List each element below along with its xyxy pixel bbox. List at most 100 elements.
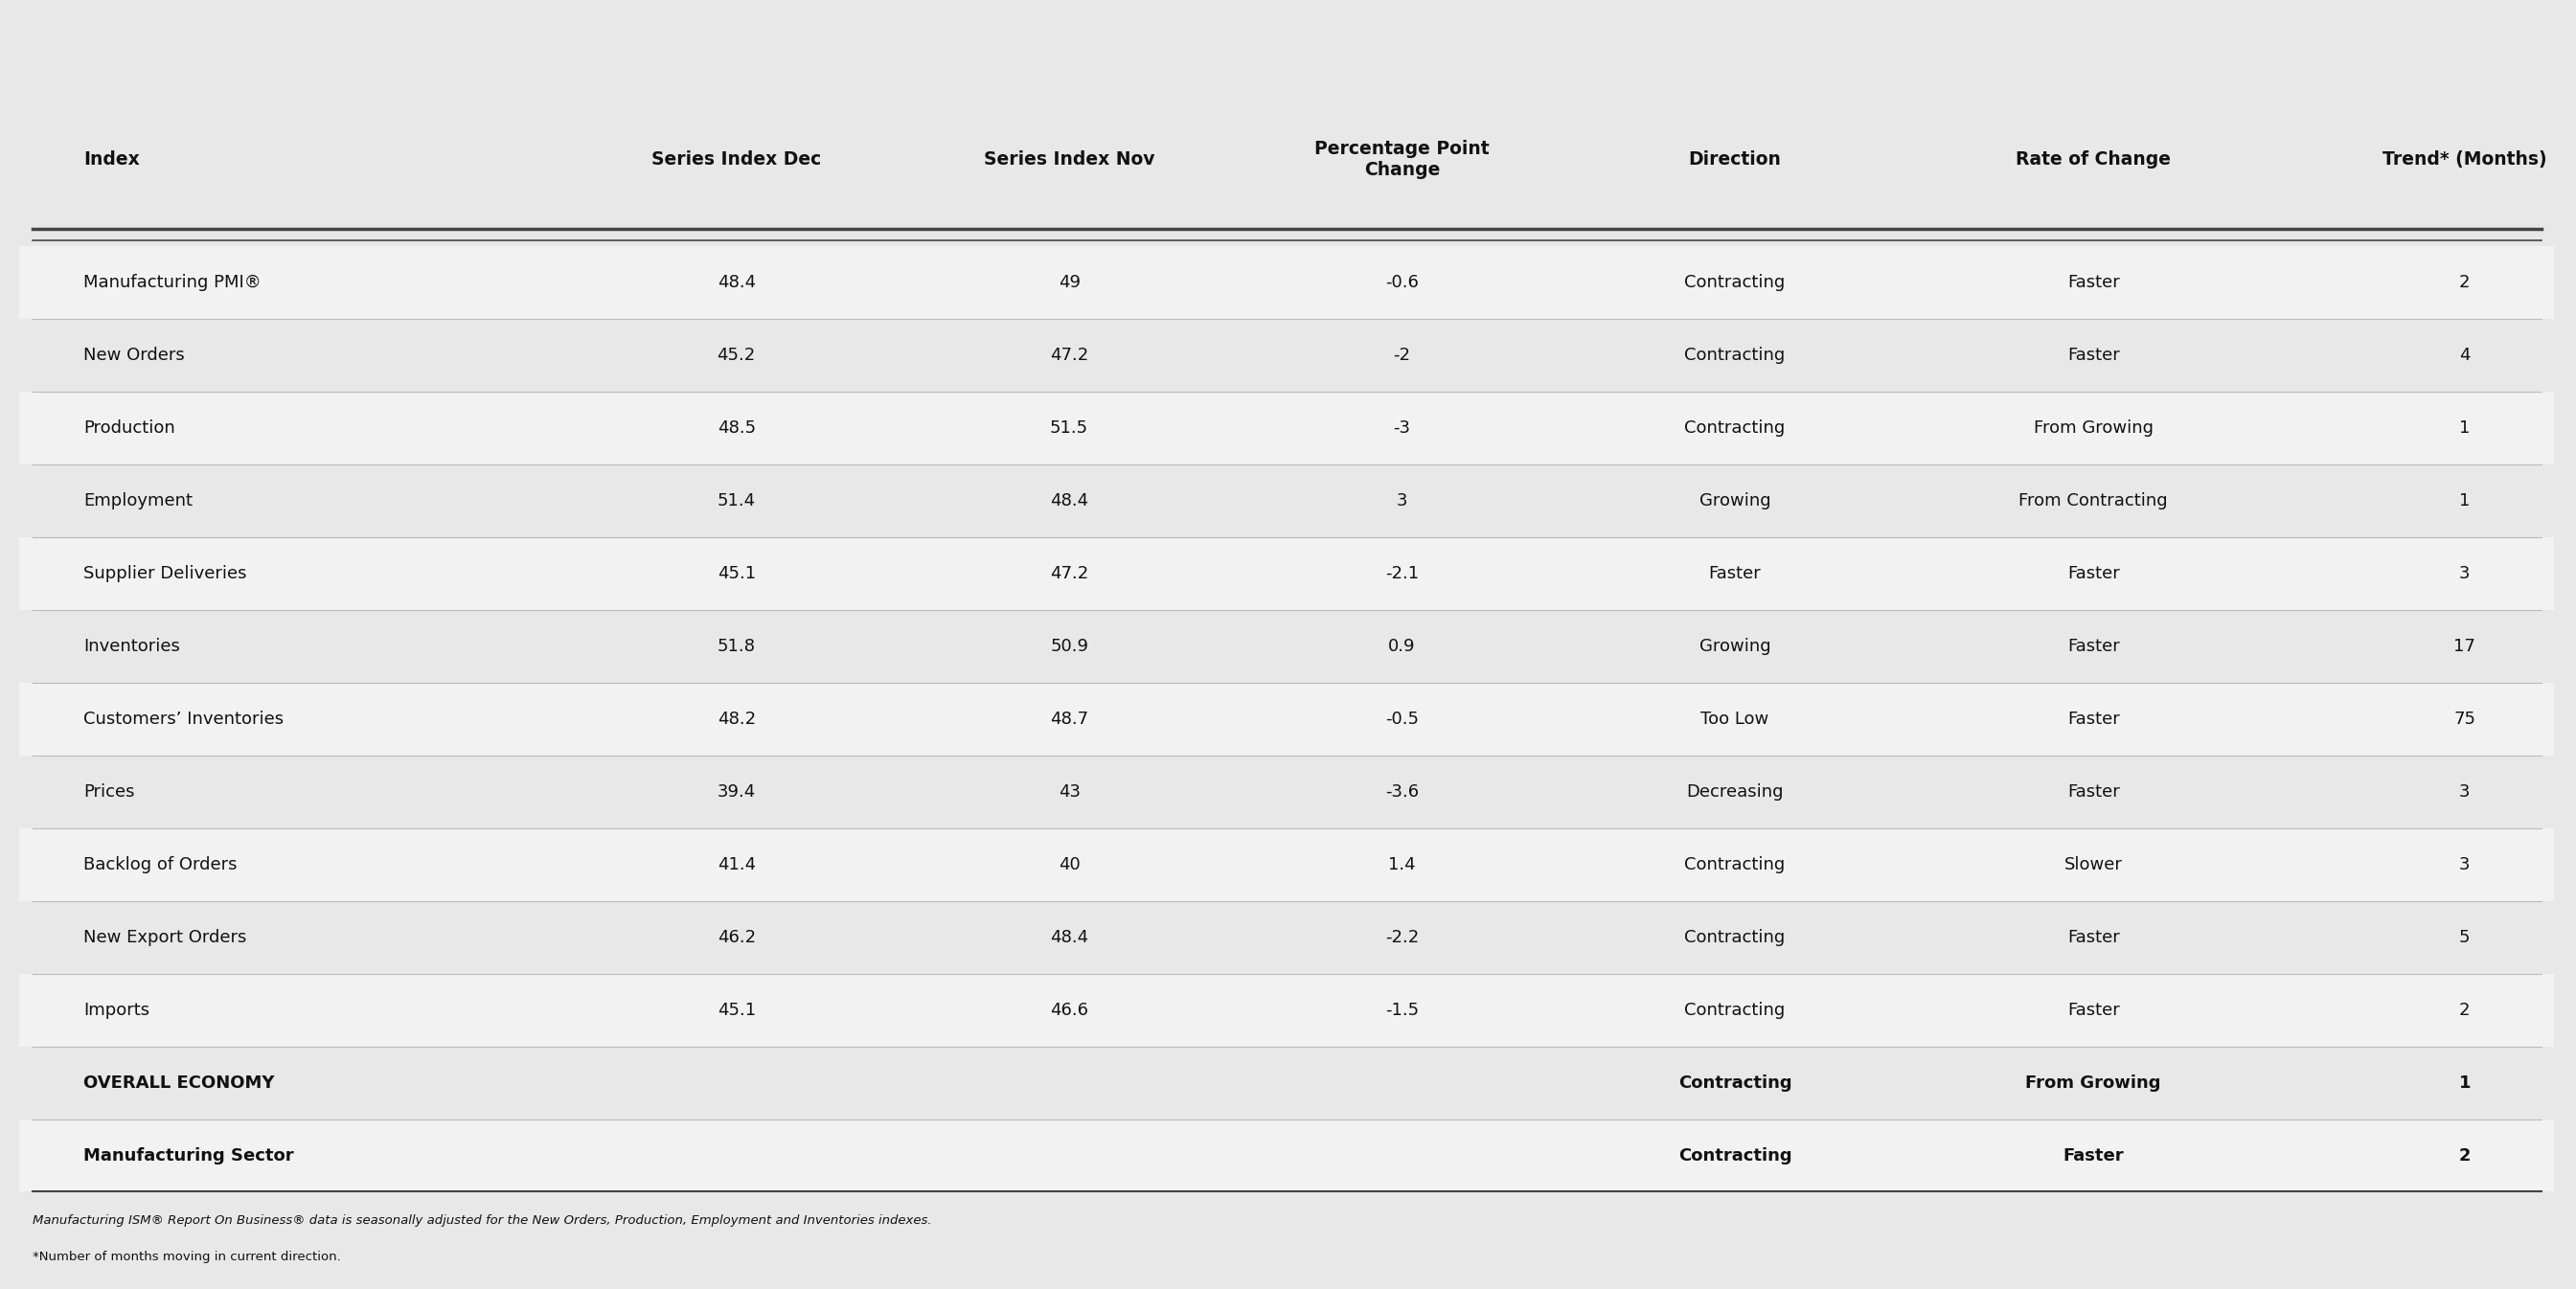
Text: 51.5: 51.5 — [1051, 420, 1090, 437]
Text: 0.9: 0.9 — [1388, 638, 1417, 655]
Text: 17: 17 — [2452, 638, 2476, 655]
Text: 2: 2 — [2460, 275, 2470, 291]
Text: Manufacturing ISM® Report On Business® data is seasonally adjusted for the New O: Manufacturing ISM® Report On Business® d… — [33, 1214, 933, 1227]
FancyBboxPatch shape — [21, 829, 2555, 901]
Text: Series Index Dec: Series Index Dec — [652, 151, 822, 169]
Text: 48.7: 48.7 — [1051, 710, 1090, 728]
Text: Imports: Imports — [82, 1002, 149, 1018]
Text: 47.2: 47.2 — [1051, 565, 1090, 583]
Text: 39.4: 39.4 — [716, 784, 755, 800]
Text: Manufacturing Sector: Manufacturing Sector — [82, 1147, 294, 1164]
Text: -1.5: -1.5 — [1386, 1002, 1419, 1018]
Text: 45.1: 45.1 — [716, 1002, 755, 1018]
Text: *Number of months moving in current direction.: *Number of months moving in current dire… — [33, 1250, 340, 1263]
Text: OVERALL ECONOMY: OVERALL ECONOMY — [82, 1074, 276, 1092]
Text: Faster: Faster — [2066, 1002, 2120, 1018]
Text: Growing: Growing — [1700, 638, 1770, 655]
FancyBboxPatch shape — [21, 610, 2555, 683]
Text: From Contracting: From Contracting — [2020, 492, 2169, 509]
Text: 43: 43 — [1059, 784, 1079, 800]
Text: 4: 4 — [2460, 347, 2470, 365]
Text: Growing: Growing — [1700, 492, 1770, 509]
Text: 75: 75 — [2452, 710, 2476, 728]
Text: 50.9: 50.9 — [1051, 638, 1087, 655]
Text: 5: 5 — [2460, 928, 2470, 946]
Text: 45.2: 45.2 — [716, 347, 755, 365]
Text: 2: 2 — [2458, 1147, 2470, 1164]
FancyBboxPatch shape — [21, 1119, 2555, 1192]
FancyBboxPatch shape — [21, 683, 2555, 755]
FancyBboxPatch shape — [21, 464, 2555, 538]
Text: Backlog of Orders: Backlog of Orders — [82, 856, 237, 873]
Text: -3: -3 — [1394, 420, 1412, 437]
Text: Series Index Nov: Series Index Nov — [984, 151, 1154, 169]
Text: Contracting: Contracting — [1677, 1147, 1793, 1164]
Text: Prices: Prices — [82, 784, 134, 800]
Text: 40: 40 — [1059, 856, 1079, 873]
Text: Production: Production — [82, 420, 175, 437]
Text: Contracting: Contracting — [1685, 347, 1785, 365]
Text: Contracting: Contracting — [1685, 856, 1785, 873]
Text: Slower: Slower — [2063, 856, 2123, 873]
Text: -0.5: -0.5 — [1386, 710, 1419, 728]
Text: Inventories: Inventories — [82, 638, 180, 655]
Text: 3: 3 — [1396, 492, 1406, 509]
Text: Index: Index — [82, 151, 139, 169]
Text: Faster: Faster — [1708, 565, 1762, 583]
FancyBboxPatch shape — [21, 755, 2555, 829]
Text: Contracting: Contracting — [1685, 275, 1785, 291]
Text: 51.4: 51.4 — [716, 492, 755, 509]
Text: 1.4: 1.4 — [1388, 856, 1417, 873]
FancyBboxPatch shape — [21, 1047, 2555, 1119]
Text: Customers’ Inventories: Customers’ Inventories — [82, 710, 283, 728]
Text: -2: -2 — [1394, 347, 1412, 365]
FancyBboxPatch shape — [21, 320, 2555, 392]
Text: Supplier Deliveries: Supplier Deliveries — [82, 565, 247, 583]
Text: -3.6: -3.6 — [1386, 784, 1419, 800]
Text: Percentage Point
Change: Percentage Point Change — [1314, 141, 1489, 179]
Text: Employment: Employment — [82, 492, 193, 509]
Text: 1: 1 — [2458, 1074, 2470, 1092]
Text: 1: 1 — [2460, 492, 2470, 509]
Text: 48.4: 48.4 — [1051, 492, 1090, 509]
Text: Faster: Faster — [2066, 928, 2120, 946]
Text: 46.6: 46.6 — [1051, 1002, 1087, 1018]
Text: 48.4: 48.4 — [716, 275, 755, 291]
Text: Faster: Faster — [2063, 1147, 2123, 1164]
Text: 3: 3 — [2460, 565, 2470, 583]
Text: 47.2: 47.2 — [1051, 347, 1090, 365]
Text: 48.2: 48.2 — [716, 710, 755, 728]
Text: Contracting: Contracting — [1685, 1002, 1785, 1018]
Text: Faster: Faster — [2066, 638, 2120, 655]
FancyBboxPatch shape — [21, 973, 2555, 1047]
Text: 46.2: 46.2 — [716, 928, 755, 946]
Text: 41.4: 41.4 — [716, 856, 755, 873]
Text: 48.4: 48.4 — [1051, 928, 1090, 946]
Text: Contracting: Contracting — [1685, 928, 1785, 946]
Text: Contracting: Contracting — [1677, 1074, 1793, 1092]
Text: Decreasing: Decreasing — [1687, 784, 1783, 800]
FancyBboxPatch shape — [21, 246, 2555, 320]
Text: Faster: Faster — [2066, 275, 2120, 291]
Text: 49: 49 — [1059, 275, 1079, 291]
Text: Direction: Direction — [1687, 151, 1780, 169]
Text: Too Low: Too Low — [1700, 710, 1770, 728]
Text: New Export Orders: New Export Orders — [82, 928, 247, 946]
Text: Contracting: Contracting — [1685, 420, 1785, 437]
Text: -2.2: -2.2 — [1386, 928, 1419, 946]
Text: 51.8: 51.8 — [716, 638, 755, 655]
Text: -2.1: -2.1 — [1386, 565, 1419, 583]
Text: Rate of Change: Rate of Change — [2017, 151, 2172, 169]
FancyBboxPatch shape — [21, 901, 2555, 973]
Text: 1: 1 — [2460, 420, 2470, 437]
Text: 3: 3 — [2460, 856, 2470, 873]
Text: 48.5: 48.5 — [716, 420, 755, 437]
Text: 2: 2 — [2460, 1002, 2470, 1018]
Text: 45.1: 45.1 — [716, 565, 755, 583]
Text: Faster: Faster — [2066, 710, 2120, 728]
Text: 3: 3 — [2460, 784, 2470, 800]
Text: Trend* (Months): Trend* (Months) — [2383, 151, 2548, 169]
Text: Faster: Faster — [2066, 565, 2120, 583]
Text: New Orders: New Orders — [82, 347, 185, 365]
Text: Faster: Faster — [2066, 347, 2120, 365]
